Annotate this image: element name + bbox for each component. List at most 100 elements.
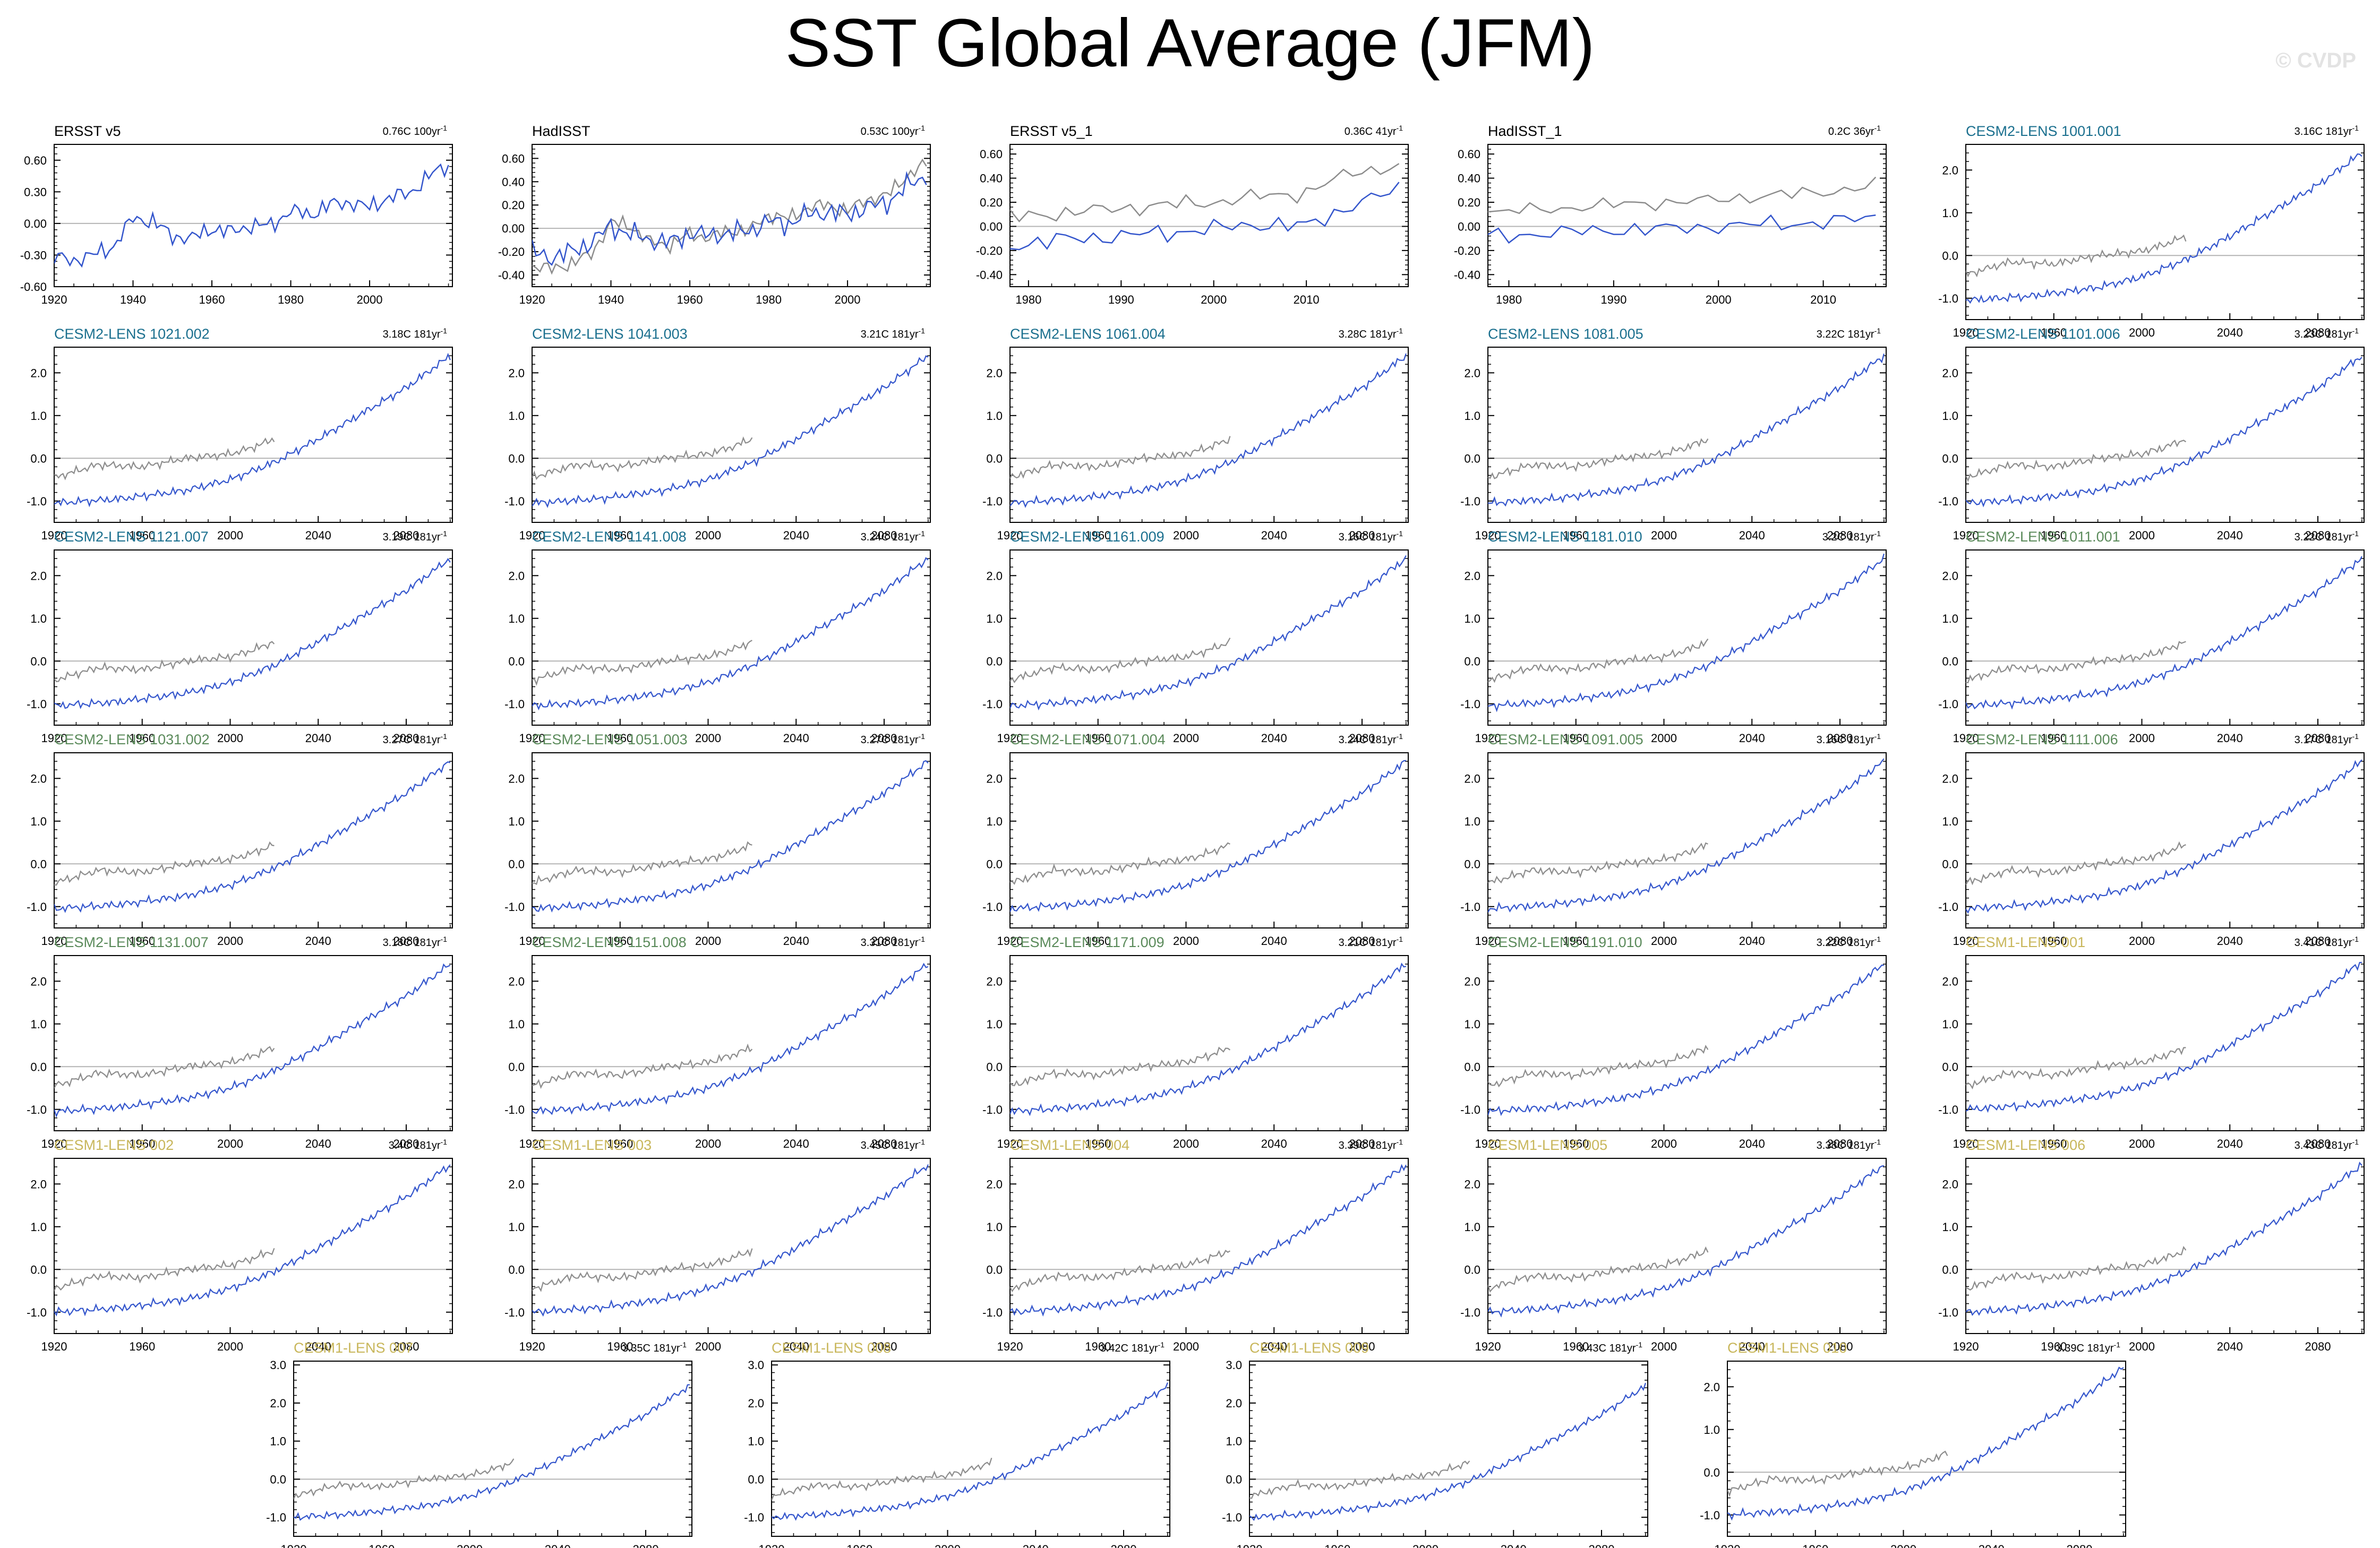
x-tick-label: 2000 xyxy=(457,1543,483,1548)
y-tick-label: 2.0 xyxy=(508,772,525,785)
y-tick-label: 0.0 xyxy=(508,1060,525,1073)
model-series-line xyxy=(54,963,451,1118)
y-tick-label: -1.0 xyxy=(1460,900,1480,914)
y-tick-label: 1.0 xyxy=(986,612,1003,625)
y-tick-label: 0.00 xyxy=(24,217,47,230)
panel-title: CESM1-LENS 003 xyxy=(532,1137,652,1153)
x-tick-label: 1920 xyxy=(1953,1340,1979,1353)
plot-frame xyxy=(1009,144,1409,287)
x-tick-label: 2080 xyxy=(1827,1137,1853,1150)
y-tick-label: -1.0 xyxy=(27,1306,47,1319)
y-tick-label: 0.0 xyxy=(30,1060,47,1073)
trend-label: 3.16C 181yr-1 xyxy=(1817,732,1881,746)
obs-series-line xyxy=(1488,842,1708,884)
x-tick-label: 2040 xyxy=(783,732,809,745)
y-tick-label: -0.20 xyxy=(1454,244,1480,257)
obs-series-line xyxy=(532,640,752,686)
x-tick-label: 1920 xyxy=(41,1340,67,1353)
trend-label: 0.2C 36yr-1 xyxy=(1828,124,1881,137)
x-tick-label: 2040 xyxy=(2217,529,2243,542)
model-series-line xyxy=(1966,759,2362,914)
x-tick-label: 2000 xyxy=(1173,934,1199,948)
x-tick-label: 2010 xyxy=(1810,293,1836,306)
x-tick-label: 2000 xyxy=(1651,934,1677,948)
x-tick-label: 2040 xyxy=(305,1340,331,1353)
x-tick-label: 2000 xyxy=(835,293,861,306)
trend-label: 3.31C 181yr-1 xyxy=(861,935,926,949)
plot-frame xyxy=(532,752,931,928)
y-tick-label: 0.0 xyxy=(30,655,47,668)
y-tick-label: 1.0 xyxy=(1942,612,1958,625)
model-series-line xyxy=(532,355,929,509)
y-tick-label: -0.60 xyxy=(20,280,47,294)
y-tick-label: 1.0 xyxy=(30,1018,47,1031)
obs-series-line xyxy=(1488,438,1709,479)
plot-frame xyxy=(1249,1361,1648,1537)
model-series-line xyxy=(1966,556,2362,710)
x-tick-label: 1990 xyxy=(1108,293,1134,306)
y-tick-label: -1.0 xyxy=(982,900,1003,914)
x-tick-label: 2000 xyxy=(1173,1340,1199,1353)
x-tick-label: 1920 xyxy=(1715,1543,1741,1548)
trend-label: 3.41C 181yr-1 xyxy=(2295,935,2359,949)
y-tick-label: 1.0 xyxy=(1464,815,1480,828)
panel-32: CESM1-LENS 008 3.42C 181yr-1 -1.0 0.0 1.0 2.0… xyxy=(744,1340,1170,1548)
y-tick-label: -1.0 xyxy=(1460,698,1480,711)
y-tick-label: 3.0 xyxy=(748,1358,764,1372)
obs-series-line xyxy=(772,1457,992,1501)
trend-label: 3.23C 181yr-1 xyxy=(2295,326,2359,340)
y-tick-label: -1.0 xyxy=(1938,900,1958,914)
x-tick-label: 1960 xyxy=(2041,1340,2067,1353)
x-tick-label: 1960 xyxy=(1085,934,1111,948)
plot-frame xyxy=(1009,347,1409,523)
trend-label: 3.2C 181yr-1 xyxy=(1822,529,1881,543)
panel-4: HadISST_1 0.2C 36yr-1 -0.40 -0.20 0.00 0.20 0.… xyxy=(1454,123,1887,306)
x-tick-label: 1920 xyxy=(519,1137,545,1150)
y-tick-label: 1.0 xyxy=(508,1018,525,1031)
x-tick-label: 1920 xyxy=(1475,529,1501,542)
x-tick-label: 2040 xyxy=(1739,1137,1765,1150)
panel-title: CESM2-LENS 1001.001 xyxy=(1966,123,2121,139)
y-tick-label: 0.0 xyxy=(30,1263,47,1276)
obs-series-line xyxy=(532,158,927,275)
primary-series-line xyxy=(1010,182,1400,251)
x-tick-label: 2000 xyxy=(217,1137,243,1150)
y-tick-label: 0.0 xyxy=(1942,1060,1958,1073)
obs-series-line xyxy=(54,641,275,682)
y-tick-label: 0.0 xyxy=(30,857,47,871)
plot-frame xyxy=(293,1361,692,1537)
x-tick-label: 2080 xyxy=(633,1543,659,1548)
x-tick-label: 2040 xyxy=(2217,326,2243,339)
x-tick-label: 2080 xyxy=(1349,934,1375,948)
y-tick-label: 0.60 xyxy=(24,154,47,167)
x-tick-label: 1920 xyxy=(997,529,1023,542)
obs-series-line xyxy=(1488,1045,1709,1088)
x-tick-label: 2040 xyxy=(1979,1543,2005,1548)
x-tick-label: 2040 xyxy=(1261,934,1287,948)
x-tick-label: 2080 xyxy=(1827,732,1853,745)
x-tick-label: 1960 xyxy=(129,934,155,948)
y-tick-label: -1.0 xyxy=(1460,495,1480,508)
x-tick-label: 2080 xyxy=(2305,1137,2331,1150)
panel-25: CESM1-LENS 001 3.41C 181yr-1 -1.0 0.0 1.0 2.0… xyxy=(1938,934,2365,1150)
plot-frame xyxy=(1965,752,2365,928)
trend-label: 3.45C 181yr-1 xyxy=(861,1138,926,1151)
x-tick-label: 2000 xyxy=(1201,293,1227,306)
panel-33: CESM1-LENS 009 3.43C 181yr-1 -1.0 0.0 1.0 2.0… xyxy=(1222,1340,1648,1548)
panel-8: CESM2-LENS 1061.004 3.28C 181yr-1 -1.0 0.0 1… xyxy=(982,326,1409,542)
panel-title: CESM2-LENS 1111.006 xyxy=(1966,732,2118,747)
plot-frame xyxy=(1487,549,1887,726)
x-tick-label: 2000 xyxy=(2129,732,2155,745)
plot-frame xyxy=(532,347,931,523)
x-tick-label: 2040 xyxy=(2217,1137,2243,1150)
x-tick-label: 2000 xyxy=(1651,529,1677,542)
x-tick-label: 1960 xyxy=(1085,1340,1111,1353)
y-tick-label: 0.40 xyxy=(980,172,1003,185)
y-tick-label: -0.40 xyxy=(1454,268,1480,281)
x-tick-label: 1960 xyxy=(369,1543,395,1548)
panel-6: CESM2-LENS 1021.002 3.18C 181yr-1 -1.0 0.0 1… xyxy=(27,326,453,542)
plot-frame xyxy=(532,144,931,287)
y-tick-label: -1.0 xyxy=(1938,292,1958,305)
obs-series-line xyxy=(54,437,275,480)
